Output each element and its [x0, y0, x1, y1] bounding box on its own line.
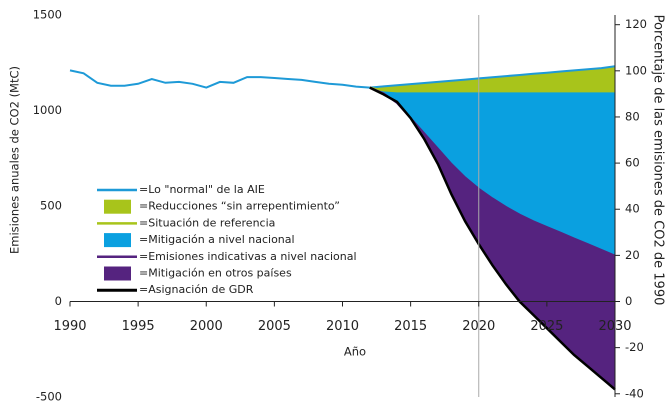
legend-label: =Reducciones “sin arrepentimiento” [139, 200, 340, 213]
y-axis-label: Emisiones anuales de CO2 (MtC) [8, 66, 22, 254]
y-tick-label: 1000 [33, 103, 62, 117]
legend-swatch [104, 233, 131, 248]
y2-axis-label: Porcentaje de las emisiones de CO2 de 19… [651, 15, 666, 306]
legend-label: =Mitigación a nivel nacional [139, 233, 295, 246]
y2-tick-label: 0 [625, 294, 632, 308]
legend-label: =Lo "normal" de la AIE [139, 183, 265, 196]
x-tick-label: 2015 [394, 319, 427, 334]
series-line [69, 65, 616, 89]
y-tick-label: -500 [36, 390, 62, 403]
x-tick-label: 1990 [53, 319, 86, 334]
area-band [369, 87, 615, 390]
x-tick-label: 2005 [258, 319, 291, 334]
y2-tick-label: 80 [625, 109, 640, 123]
y2-tick-label: -40 [625, 386, 644, 400]
legend-label: =Situación de referencia [139, 216, 275, 229]
legend-swatch [104, 199, 131, 214]
x-tick-label: 2020 [462, 319, 495, 334]
y2-tick-label: 100 [625, 63, 647, 77]
y2-tick-label: 20 [625, 248, 640, 262]
y2-tick-label: 60 [625, 156, 640, 170]
series-line [369, 86, 615, 93]
legend-label: =Asignación de GDR [139, 283, 254, 296]
x-tick-label: 2000 [190, 319, 223, 334]
legend-label: =Mitigación en otros países [139, 267, 292, 280]
y2-tick-label: 120 [625, 17, 647, 31]
legend-label: =Emisiones indicativas a nivel nacional [139, 250, 357, 263]
x-tick-label: 2010 [326, 319, 359, 334]
y2-tick-label: -20 [625, 340, 644, 354]
legend-swatch [104, 266, 131, 281]
area-band [369, 87, 615, 256]
x-axis-label: Año [344, 345, 366, 359]
y2-tick-label: 40 [625, 202, 640, 216]
y-tick-label: 1500 [33, 8, 62, 22]
series-line [369, 86, 616, 391]
y-tick-label: 500 [40, 199, 62, 213]
y-tick-label: 0 [55, 294, 62, 308]
x-tick-label: 1995 [122, 319, 155, 334]
lines [69, 65, 616, 391]
x-tick-label: 2025 [530, 319, 563, 334]
